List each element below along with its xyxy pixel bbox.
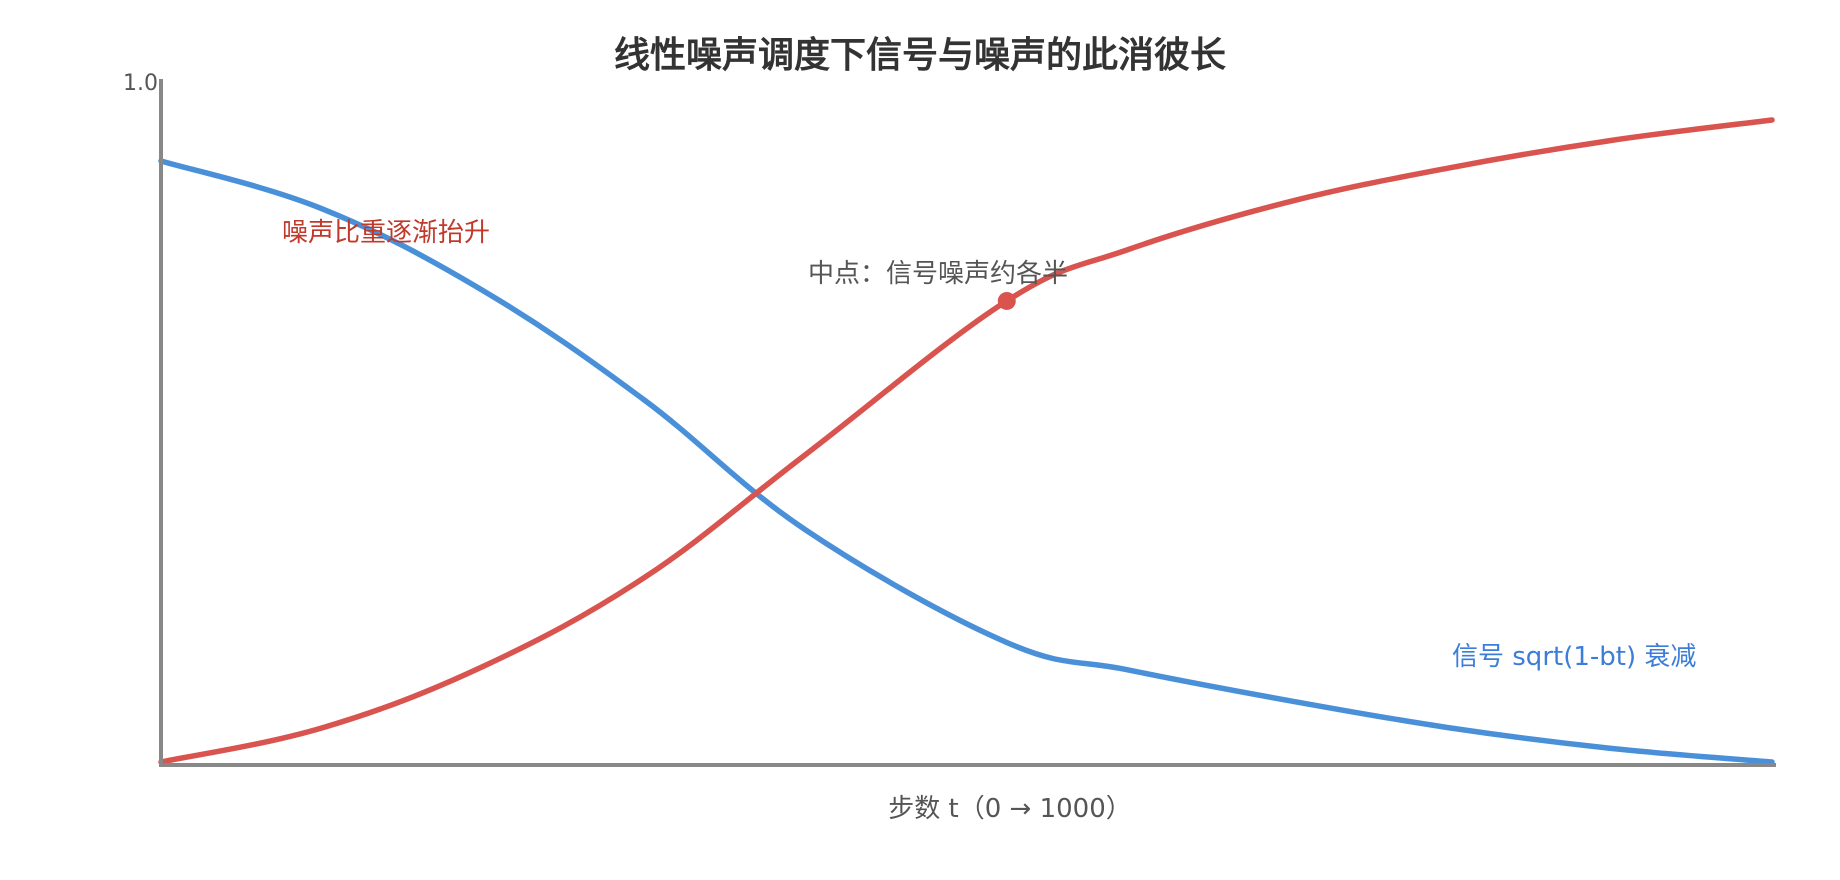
x-axis-label: 步数 t（0 → 1000） bbox=[888, 794, 1131, 824]
noise-annotation: 噪声比重逐渐抬升 bbox=[282, 218, 490, 248]
noise-series-line bbox=[158, 117, 1775, 765]
y-tick-label: 1.0 bbox=[123, 71, 158, 96]
marker-layer bbox=[997, 291, 1016, 310]
midpoint-annotation: 中点：信号噪声约各半 bbox=[808, 259, 1068, 289]
signal-series-line bbox=[158, 158, 1775, 765]
series-layer bbox=[158, 117, 1775, 765]
signal-annotation: 信号 sqrt(1-bt) 衰减 bbox=[1452, 642, 1696, 672]
chart-title: 线性噪声调度下信号与噪声的此消彼长 bbox=[614, 35, 1226, 76]
midpoint-marker bbox=[997, 291, 1016, 310]
